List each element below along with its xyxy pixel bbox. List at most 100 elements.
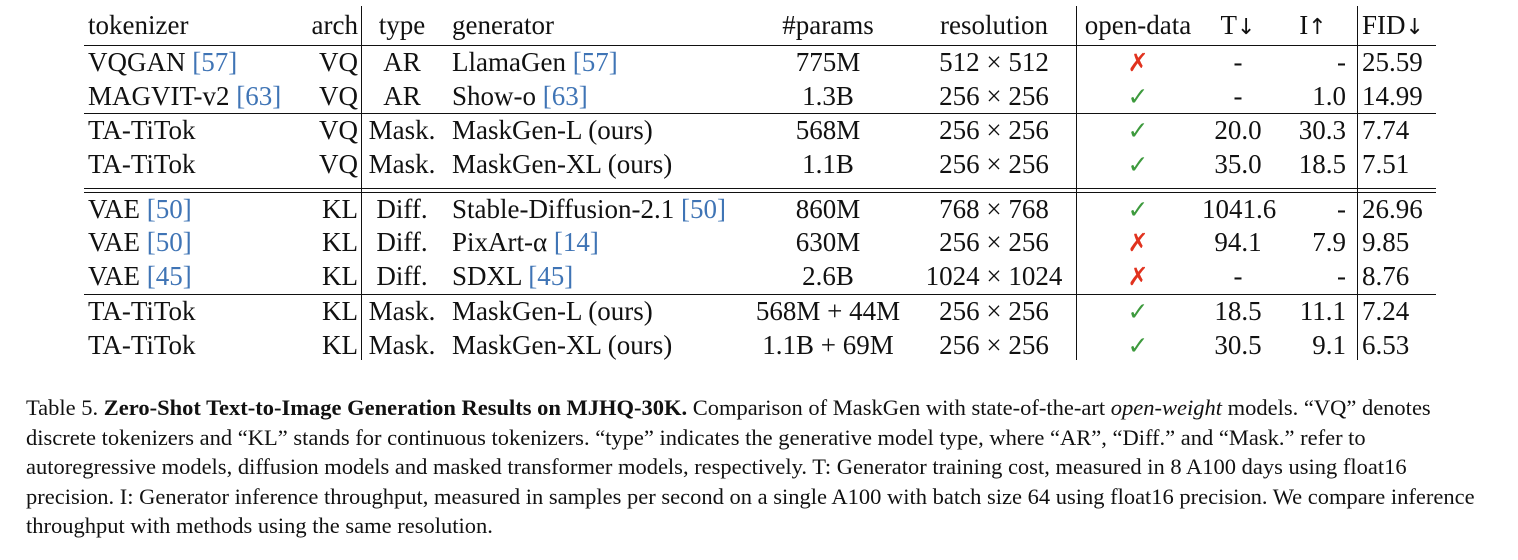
results-table: tokenizer arch type generator #params re… — [84, 6, 1436, 362]
vertical-rule-arch-type — [361, 6, 362, 360]
table-row: MAGVIT-v2 [63] VQ AR Show-o [63] 1.3B 25… — [84, 80, 1436, 114]
header-i: I↑ — [1280, 6, 1346, 47]
fid-cell: 7.24 — [1362, 295, 1410, 326]
caption-text-1: Comparison of MaskGen with state-of-the-… — [692, 395, 1106, 420]
generator-name: PixArt-α — [452, 227, 548, 258]
resolution-cell: 256 × 256 — [939, 115, 1049, 146]
tokenizer-cell: TA-TiTok — [88, 149, 196, 180]
generator-name: Stable-Diffusion-2.1 — [452, 193, 675, 224]
header-i-label: I — [1299, 10, 1309, 40]
resolution-cell: 256 × 256 — [939, 149, 1049, 180]
params-cell: 775M — [795, 47, 861, 77]
up-arrow-icon: ↑ — [1308, 15, 1327, 40]
params-cell: 2.6B — [802, 261, 854, 292]
fid-cell: 14.99 — [1362, 80, 1423, 111]
tokenizer-citation[interactable]: [50] — [146, 193, 192, 224]
arch-cell: KL — [322, 227, 358, 258]
generator-citation[interactable]: [14] — [553, 227, 599, 258]
check-icon: ✓ — [1127, 330, 1149, 360]
vertical-rule-i-fid — [1357, 6, 1358, 360]
params-cell: 568M + 44M — [755, 295, 901, 326]
resolution-cell: 256 × 256 — [939, 329, 1049, 360]
i-cell: 11.1 — [1299, 295, 1346, 326]
generator-citation[interactable]: [50] — [680, 193, 726, 224]
tokenizer-citation[interactable]: [50] — [146, 227, 192, 258]
caption-title: Zero-Shot Text-to-Image Generation Resul… — [103, 395, 688, 420]
cross-icon: ✗ — [1127, 228, 1149, 258]
header-t: T↓ — [1202, 6, 1274, 47]
header-tokenizer: tokenizer — [88, 10, 189, 40]
tokenizer-cell: TA-TiTok — [88, 329, 196, 360]
tokenizer-cell: VQGAN [57] — [88, 46, 298, 80]
i-cell: - — [1337, 261, 1346, 292]
generator-cell: MaskGen-XL (ours) — [452, 329, 673, 360]
params-cell: 568M — [795, 115, 861, 146]
header-generator: generator — [452, 10, 554, 40]
fid-cell: 7.51 — [1362, 149, 1410, 180]
params-cell: 630M — [795, 227, 861, 258]
header-arch: arch — [311, 10, 358, 40]
resolution-cell: 512 × 512 — [939, 47, 1049, 77]
generator-cell: MaskGen-L (ours) — [452, 115, 653, 146]
generator-name: LlamaGen — [452, 47, 566, 77]
table-row: TA-TiTok KL Mask. MaskGen-L (ours) 568M … — [84, 295, 1436, 329]
i-cell: 7.9 — [1312, 227, 1346, 258]
double-rule-top — [84, 187, 1436, 189]
tokenizer-cell: TA-TiTok — [88, 295, 196, 326]
group-rule — [84, 113, 1436, 115]
t-cell: 94.1 — [1214, 227, 1262, 258]
arch-cell: KL — [322, 329, 358, 360]
type-cell: Mask. — [368, 295, 436, 326]
fid-cell: 7.74 — [1362, 115, 1410, 146]
t-cell: 30.5 — [1214, 329, 1262, 360]
table-row: VAE [45] KL Diff. SDXL [45] 2.6B 1024 × … — [84, 260, 1436, 294]
fid-cell: 25.59 — [1362, 47, 1423, 77]
params-cell: 860M — [795, 193, 861, 224]
arch-cell: VQ — [319, 47, 358, 77]
resolution-cell: 256 × 256 — [939, 295, 1049, 326]
t-cell: 1041.6 — [1202, 193, 1277, 224]
tokenizer-cell: VAE [50] — [88, 193, 298, 227]
cross-icon: ✗ — [1127, 262, 1149, 292]
type-cell: AR — [383, 80, 421, 111]
header-resolution: resolution — [940, 10, 1048, 40]
generator-cell: PixArt-α [14] — [452, 226, 752, 260]
table-row: VAE [50] KL Diff. PixArt-α [14] 630M 256… — [84, 226, 1436, 260]
fid-cell: 9.85 — [1362, 227, 1410, 258]
generator-citation[interactable]: [45] — [528, 261, 574, 292]
type-cell: Diff. — [376, 193, 428, 224]
tokenizer-cell: VAE [50] — [88, 226, 298, 260]
tokenizer-cell: TA-TiTok — [88, 115, 196, 146]
generator-citation[interactable]: [57] — [572, 47, 618, 77]
check-icon: ✓ — [1127, 81, 1149, 111]
tokenizer-citation[interactable]: [45] — [146, 261, 192, 292]
table-row: TA-TiTok VQ Mask. MaskGen-XL (ours) 1.1B… — [84, 148, 1436, 182]
t-cell: 18.5 — [1214, 295, 1262, 326]
type-cell: Diff. — [376, 227, 428, 258]
caption-text-2: models. “VQ” denotes discrete tokenizers… — [26, 395, 1475, 539]
tokenizer-citation[interactable]: [63] — [236, 80, 282, 111]
cross-icon: ✗ — [1127, 48, 1149, 77]
generator-citation[interactable]: [63] — [542, 80, 588, 111]
fid-cell: 8.76 — [1362, 261, 1410, 292]
tokenizer-cell: MAGVIT-v2 [63] — [88, 80, 298, 114]
arch-cell: KL — [322, 261, 358, 292]
params-cell: 1.1B — [802, 149, 854, 180]
check-icon: ✓ — [1127, 296, 1149, 326]
table-row: TA-TiTok KL Mask. MaskGen-XL (ours) 1.1B… — [84, 329, 1436, 363]
i-cell: 9.1 — [1312, 329, 1346, 360]
table-caption: Table 5. Zero-Shot Text-to-Image Generat… — [26, 393, 1496, 541]
tokenizer-name: VAE — [88, 227, 141, 258]
check-icon: ✓ — [1127, 116, 1149, 146]
arch-cell: KL — [322, 193, 358, 224]
t-cell: 35.0 — [1214, 149, 1262, 180]
vertical-rule-resolution-open — [1076, 6, 1077, 360]
fid-cell: 26.96 — [1362, 193, 1423, 224]
resolution-cell: 256 × 256 — [939, 227, 1049, 258]
tokenizer-name: VAE — [88, 193, 141, 224]
tokenizer-citation[interactable]: [57] — [192, 47, 238, 77]
header-fid: FID↓ — [1362, 6, 1434, 47]
table-row: VAE [50] KL Diff. Stable-Diffusion-2.1 [… — [84, 193, 1436, 227]
check-icon: ✓ — [1127, 150, 1149, 180]
tokenizer-name: VQGAN — [88, 47, 186, 77]
